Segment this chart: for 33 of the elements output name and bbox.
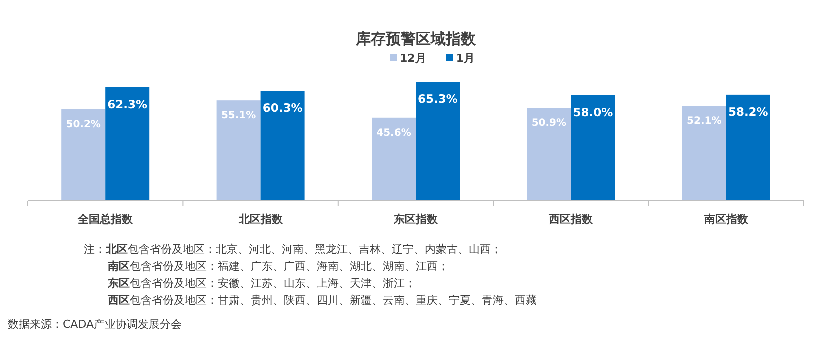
bar bbox=[216, 100, 261, 201]
chart-title: 库存预警区域指数 bbox=[355, 30, 477, 48]
data-label: 58.0% bbox=[573, 105, 614, 120]
bar bbox=[416, 82, 460, 201]
data-label: 55.1% bbox=[221, 110, 256, 122]
text: 南区包含省份及地区：福建、广东、广西、海南、湖北、湖南、江西； bbox=[107, 260, 449, 273]
data-label: 45.6% bbox=[376, 128, 412, 139]
legend-label: 12月 bbox=[400, 52, 426, 65]
x-tick-label: 南区指数 bbox=[703, 213, 750, 226]
data-label: 50.9% bbox=[532, 118, 567, 130]
bar bbox=[372, 118, 416, 201]
x-tick-label: 全国总指数 bbox=[77, 213, 134, 226]
x-tick-label: 北区指数 bbox=[238, 213, 284, 226]
x-tick-label: 西区指数 bbox=[548, 213, 594, 226]
legend-label: 1月 bbox=[456, 52, 475, 65]
bar bbox=[682, 106, 726, 201]
bar bbox=[106, 87, 150, 201]
data-label: 50.2% bbox=[66, 120, 101, 131]
bar bbox=[260, 91, 305, 201]
x-tick-label: 东区指数 bbox=[393, 213, 439, 226]
bar bbox=[571, 95, 616, 201]
source-note: 数据来源：CADA产业协调发展分会 bbox=[8, 318, 182, 331]
data-label: 60.3% bbox=[262, 101, 304, 116]
bar bbox=[527, 108, 572, 201]
data-label: 52.1% bbox=[687, 116, 722, 128]
text: 注：北区包含省份及地区：北京、河北、河南、黑龙江、吉林、辽宁、内蒙古、山西； bbox=[84, 243, 502, 256]
bar bbox=[62, 110, 106, 201]
bar bbox=[726, 94, 770, 201]
text: 西区包含省份及地区：甘肃、贵州、陕西、四川、新疆、云南、重庆、宁夏、青海、西藏 bbox=[107, 294, 537, 307]
data-label: 58.2% bbox=[728, 104, 769, 119]
text: 东区包含省份及地区：安徽、江苏、山东、上海、天津、浙江； bbox=[107, 277, 416, 290]
data-label: 62.3% bbox=[108, 97, 148, 112]
data-label: 65.3% bbox=[418, 92, 458, 106]
